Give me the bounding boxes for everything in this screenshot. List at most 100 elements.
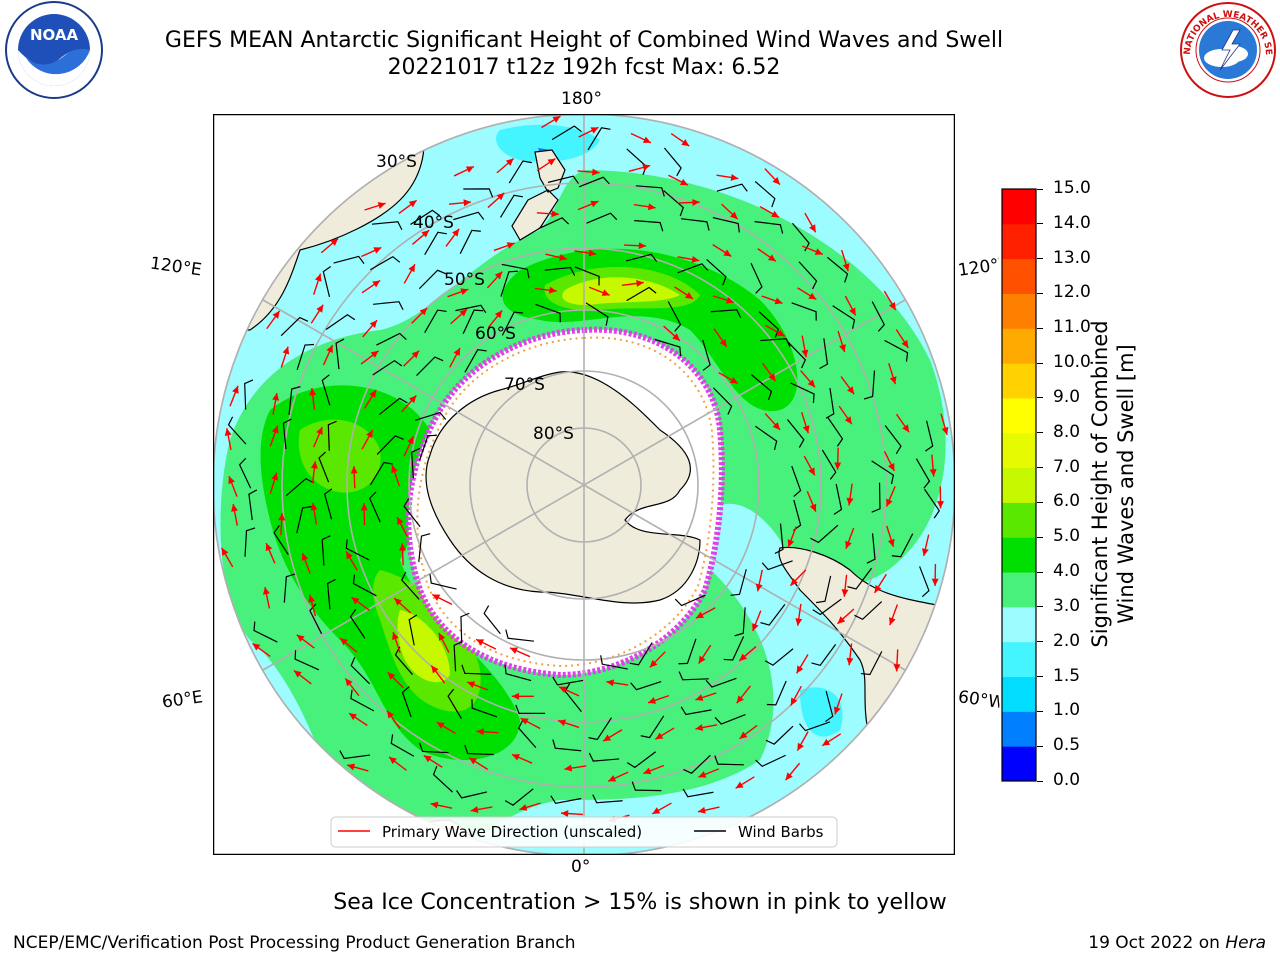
wind-barb bbox=[371, 221, 403, 231]
wind-barb bbox=[372, 359, 403, 376]
wind-barb bbox=[309, 603, 323, 635]
wave-arrow-head bbox=[603, 734, 612, 742]
wave-arrow-head bbox=[511, 692, 520, 700]
colorbar-tick bbox=[1037, 362, 1043, 364]
wind-barb bbox=[564, 683, 582, 712]
colorbar-tick bbox=[1037, 571, 1043, 573]
wind-barb bbox=[248, 489, 258, 521]
wave-arrow-head bbox=[453, 347, 461, 356]
wave-arrow-head bbox=[494, 271, 503, 280]
wave-arrow-head bbox=[642, 164, 651, 171]
nws-logo: NATIONAL WEATHER SERVICE bbox=[1178, 0, 1276, 98]
wind-barb bbox=[552, 676, 584, 686]
wave-arrow-head bbox=[271, 425, 279, 434]
wave-arrow-head bbox=[772, 422, 781, 430]
wind-barb bbox=[754, 181, 776, 208]
wind-barb bbox=[924, 488, 940, 519]
colorbar-tick bbox=[1037, 292, 1043, 294]
wave-arrow-head bbox=[638, 242, 647, 250]
wave-arrow-head bbox=[790, 578, 798, 586]
wind-barb bbox=[706, 258, 727, 286]
wind-barb bbox=[819, 338, 829, 370]
wave-arrow-head bbox=[697, 806, 706, 814]
colorbar-segment bbox=[1002, 467, 1036, 503]
wave-arrow-head bbox=[795, 618, 803, 626]
wind-barb bbox=[600, 655, 628, 670]
wind-barb bbox=[373, 301, 404, 310]
wind-barb bbox=[630, 681, 662, 691]
wave-arrow-head bbox=[601, 289, 610, 296]
noaa-logo: NOAA bbox=[5, 1, 103, 99]
legend-wave-label: Primary Wave Direction (unscaled) bbox=[382, 823, 642, 841]
lon-label-120w: 120°W bbox=[956, 255, 1002, 281]
wave-arrow-head bbox=[310, 502, 318, 511]
colorbar-tick bbox=[1037, 397, 1043, 399]
wind-barb bbox=[517, 719, 537, 749]
colorbar-segment bbox=[1002, 293, 1036, 329]
wind-barb bbox=[410, 209, 441, 225]
wave-arrow-head bbox=[349, 713, 357, 721]
wind-barb bbox=[456, 790, 488, 799]
wave-arrow-head bbox=[679, 178, 688, 186]
wind-barb bbox=[535, 303, 561, 323]
wave-arrow-head bbox=[802, 425, 810, 434]
colorbar-tick-label: 0.0 bbox=[1053, 770, 1081, 790]
wave-arrow-head bbox=[452, 228, 460, 237]
colorbar-segment bbox=[1002, 223, 1036, 260]
colorbar-segment bbox=[1002, 641, 1036, 678]
wave-arrow-head bbox=[432, 594, 441, 601]
wind-barb bbox=[429, 574, 457, 590]
wave-arrow-head bbox=[369, 389, 377, 398]
lat-label-40s: 40°S bbox=[413, 213, 454, 233]
wave-arrow-head bbox=[330, 238, 339, 246]
wave-arrow-head bbox=[558, 719, 567, 727]
colorbar-tick-label: 0.5 bbox=[1053, 735, 1081, 756]
wind-barb bbox=[631, 781, 662, 792]
wind-barb bbox=[273, 525, 289, 555]
wave-arrow-head bbox=[346, 551, 353, 560]
wave-arrow-head bbox=[723, 249, 732, 257]
colorbar-tick bbox=[1037, 188, 1043, 190]
wind-barb bbox=[339, 750, 371, 760]
wind-barb bbox=[294, 650, 320, 671]
wind-barb bbox=[461, 664, 491, 675]
wind-barb bbox=[586, 212, 618, 224]
wave-arrow-head bbox=[549, 286, 557, 294]
colorbar-tick bbox=[1037, 432, 1043, 434]
wind-barb bbox=[483, 605, 501, 635]
wave-arrow-head bbox=[822, 738, 831, 746]
wave-arrow-head bbox=[407, 436, 414, 445]
lat-label-80s: 80°S bbox=[533, 424, 574, 444]
wind-barb bbox=[345, 539, 370, 561]
wave-arrow-head bbox=[695, 694, 704, 701]
svg-text:NOAA: NOAA bbox=[30, 26, 79, 44]
colorbar-tick-label: 8.0 bbox=[1053, 421, 1081, 442]
wave-arrow-head bbox=[685, 292, 694, 299]
wave-arrow-head bbox=[730, 173, 739, 181]
wind-barb bbox=[574, 266, 600, 286]
wind-barb bbox=[915, 458, 931, 489]
wind-barb bbox=[401, 571, 420, 600]
wave-arrow-head bbox=[846, 497, 854, 506]
wind-barb bbox=[455, 304, 487, 314]
wave-arrow-head bbox=[272, 310, 280, 319]
wind-barb bbox=[335, 338, 345, 370]
colorbar-tick-label: 7.0 bbox=[1053, 456, 1081, 477]
wind-barb bbox=[500, 270, 518, 297]
wave-arrow-head bbox=[735, 781, 744, 789]
wind-barb bbox=[821, 449, 837, 480]
wave-arrow-head bbox=[476, 639, 485, 646]
wave-arrow-head bbox=[394, 598, 402, 606]
wind-barb bbox=[791, 465, 802, 497]
wind-barb bbox=[283, 573, 296, 603]
wind-barb bbox=[798, 261, 818, 290]
wind-barb bbox=[538, 217, 570, 230]
wind-barb bbox=[860, 651, 883, 676]
wave-arrow-head bbox=[874, 584, 882, 593]
wave-arrow-head bbox=[221, 547, 229, 556]
wave-arrow-head bbox=[496, 192, 505, 201]
wind-barb bbox=[588, 752, 620, 762]
wave-arrow-head bbox=[839, 344, 846, 353]
chart-subtitle: 20221017 t12z 192h fcst Max: 6.52 bbox=[387, 55, 781, 80]
wind-barb bbox=[282, 418, 292, 450]
